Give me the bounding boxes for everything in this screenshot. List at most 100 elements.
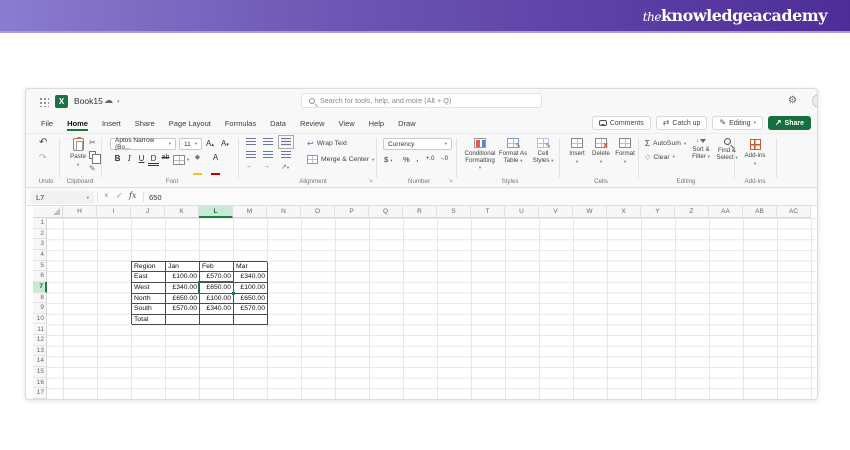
find-select-button[interactable]: Find & Select ▾ [715,138,739,161]
row-header-11[interactable]: 11 [33,324,47,336]
row-header-10[interactable]: 10 [33,313,47,325]
row-header-16[interactable]: 16 [33,377,47,389]
catch-up-button[interactable]: ⇄ Catch up [655,116,708,130]
table-cell[interactable]: £650.00 [166,293,200,305]
excel-app-icon[interactable]: X [55,95,68,108]
font-name-select[interactable]: Aptos Narrow (Bo... ▾ [110,137,176,151]
align-top-icon[interactable] [246,138,256,146]
row-header-14[interactable]: 14 [33,356,47,368]
column-header-Z[interactable]: Z [675,206,709,218]
column-header-L[interactable]: L [199,206,233,218]
increase-indent-icon[interactable]: → [263,163,270,170]
formula-input[interactable]: 650 [149,193,162,202]
align-bottom-icon[interactable] [278,135,294,149]
tab-review[interactable]: Review [299,118,325,128]
column-header-K[interactable]: K [165,206,199,218]
column-header-AA[interactable]: AA [709,206,743,218]
table-header-cell[interactable]: Feb [200,261,234,273]
conditional-formatting-button[interactable]: Conditional Formatting ▾ [464,138,496,171]
settings-gear-icon[interactable]: ⚙ [788,95,797,106]
column-header-N[interactable]: N [267,206,301,218]
table-cell[interactable]: £340.00 [200,304,234,315]
select-all-corner[interactable] [33,206,63,218]
format-as-table-button[interactable]: Format As Table ▾ [498,138,528,164]
cell-styles-button[interactable]: Cell Styles ▾ [530,138,556,164]
fill-color-button[interactable]: ◆ [193,154,202,180]
redo-icon[interactable]: ↷ [39,152,47,162]
comments-button[interactable]: Comments [591,116,651,130]
decrease-indent-icon[interactable]: ← [246,163,253,170]
tab-help[interactable]: Help [368,118,385,128]
workbook-name[interactable]: Book15 [74,96,103,106]
table-cell[interactable]: South [132,304,166,315]
table-cell[interactable]: £570.00 [200,272,234,283]
share-button[interactable]: ↗ Share [767,116,811,130]
column-header-R[interactable]: R [403,206,437,218]
merge-center-button[interactable]: Merge & Center ▾ [307,155,374,164]
table-cell[interactable] [234,314,268,326]
number-dialog-launcher-icon[interactable]: ↘ [448,178,454,184]
align-right-icon[interactable] [281,151,291,159]
bold-button[interactable]: B [114,154,121,163]
table-header-cell[interactable]: Jan [166,261,200,273]
decrease-decimal-button[interactable]: -.0 [441,156,449,162]
autosum-button[interactable]: Σ AutoSum ▾ [645,139,686,148]
insert-function-icon[interactable]: fx [129,191,137,200]
increase-decimal-button[interactable]: +.0 [426,156,435,162]
table-cell[interactable]: West [132,282,166,294]
row-header-1[interactable]: 1 [33,218,47,229]
row-header-6[interactable]: 6 [33,271,47,282]
column-header-H[interactable]: H [63,206,97,218]
comma-style-button[interactable]: , [416,153,419,163]
delete-cells-button[interactable]: Delete ▾ [590,138,612,165]
table-header-cell[interactable]: Mar [234,261,268,273]
orientation-icon[interactable]: ↗▾ [281,164,290,171]
tab-file[interactable]: File [41,118,54,128]
table-cell[interactable]: £340.00 [166,282,200,294]
column-header-M[interactable]: M [233,206,267,218]
name-box[interactable]: L7 ▾ [31,191,94,204]
italic-button[interactable]: I [127,154,132,163]
copy-icon[interactable] [89,151,101,164]
double-underline-button[interactable]: D [148,154,159,166]
strikethrough-button[interactable]: ab [161,154,170,161]
borders-button[interactable]: ▾ [173,155,189,165]
alignment-dialog-launcher-icon[interactable]: ↘ [368,178,374,184]
row-header-12[interactable]: 12 [33,335,47,346]
enter-icon[interactable]: ✓ [116,191,123,200]
search-input[interactable]: Search for tools, help, and more (Alt + … [301,93,542,108]
column-header-S[interactable]: S [437,206,471,218]
paste-button[interactable]: Paste ▾ [66,137,90,168]
clear-button[interactable]: ◇ Clear ▾ [645,153,675,162]
table-cell[interactable]: £570.00 [234,304,268,315]
row-header-3[interactable]: 3 [33,239,47,250]
cut-icon[interactable]: ✂ [89,138,96,147]
selected-cell-L7[interactable] [198,280,235,295]
table-cell[interactable]: East [132,272,166,283]
column-header-O[interactable]: O [301,206,335,218]
row-header-7[interactable]: 7 [33,281,47,293]
align-middle-icon[interactable] [263,138,273,146]
app-launcher-icon[interactable] [39,97,49,107]
autosave-cloud-icon[interactable]: ☁ [104,95,113,105]
row-header-8[interactable]: 8 [33,292,47,304]
grow-font-icon[interactable]: A▴ [206,139,214,148]
font-color-button[interactable]: A [211,154,220,180]
tab-view[interactable]: View [338,118,355,128]
tab-home[interactable]: Home [67,113,88,133]
percent-style-button[interactable]: % [403,155,410,164]
row-header-17[interactable]: 17 [33,388,47,399]
row-header-4[interactable]: 4 [33,249,47,261]
shrink-font-icon[interactable]: A▾ [221,139,229,148]
column-header-X[interactable]: X [607,206,641,218]
underline-button[interactable]: U [138,154,145,163]
column-header-Q[interactable]: Q [369,206,403,218]
tab-formulas[interactable]: Formulas [224,118,257,128]
insert-cells-button[interactable]: Insert ▾ [566,138,588,165]
undo-icon[interactable]: ↶ [39,137,48,148]
column-header-AB[interactable]: AB [743,206,777,218]
align-center-icon[interactable] [263,151,273,159]
row-header-13[interactable]: 13 [33,345,47,357]
table-cell[interactable]: North [132,293,166,305]
column-header-I[interactable]: I [97,206,131,218]
